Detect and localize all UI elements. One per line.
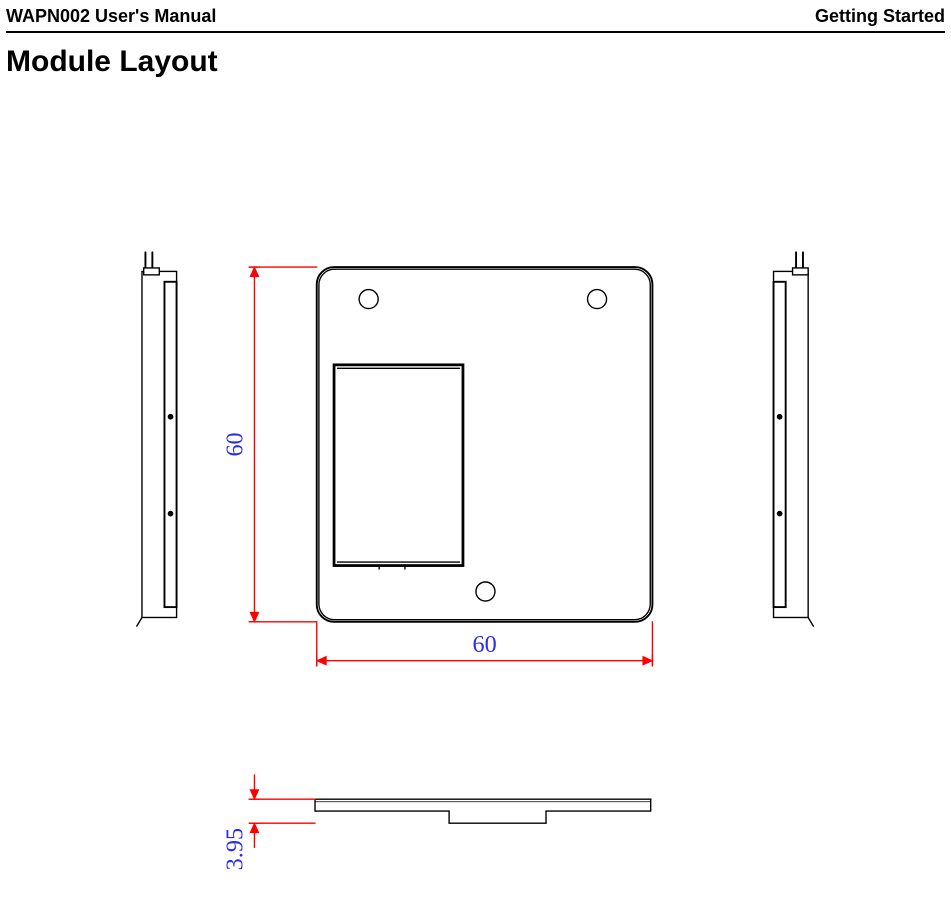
- header-rule: [6, 31, 945, 33]
- dim-thickness-label: 3.95: [221, 828, 248, 870]
- page-title: Module Layout: [0, 41, 951, 79]
- header-left: WAPN002 User's Manual: [6, 6, 216, 27]
- header-right: Getting Started: [815, 6, 945, 27]
- module-layout-drawing: 60 60 3.95: [0, 120, 951, 890]
- dim-height-label: 60: [221, 432, 248, 456]
- dim-width-label: 60: [472, 631, 496, 658]
